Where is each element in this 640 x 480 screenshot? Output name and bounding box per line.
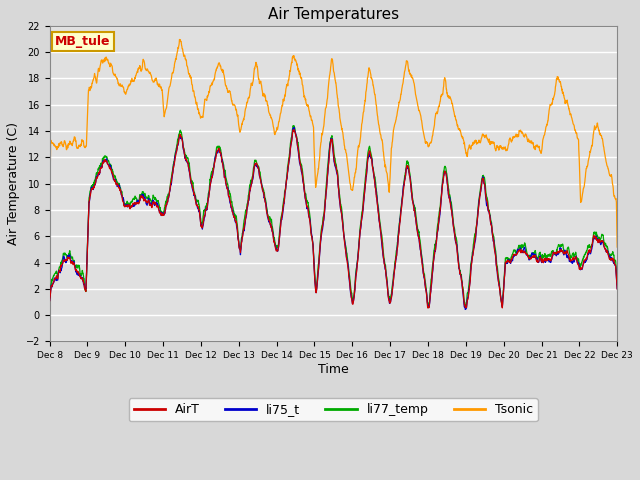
X-axis label: Time: Time (318, 363, 349, 376)
Y-axis label: Air Temperature (C): Air Temperature (C) (7, 122, 20, 245)
Legend: AirT, li75_t, li77_temp, Tsonic: AirT, li75_t, li77_temp, Tsonic (129, 398, 538, 421)
Text: MB_tule: MB_tule (55, 35, 111, 48)
Title: Air Temperatures: Air Temperatures (268, 7, 399, 22)
